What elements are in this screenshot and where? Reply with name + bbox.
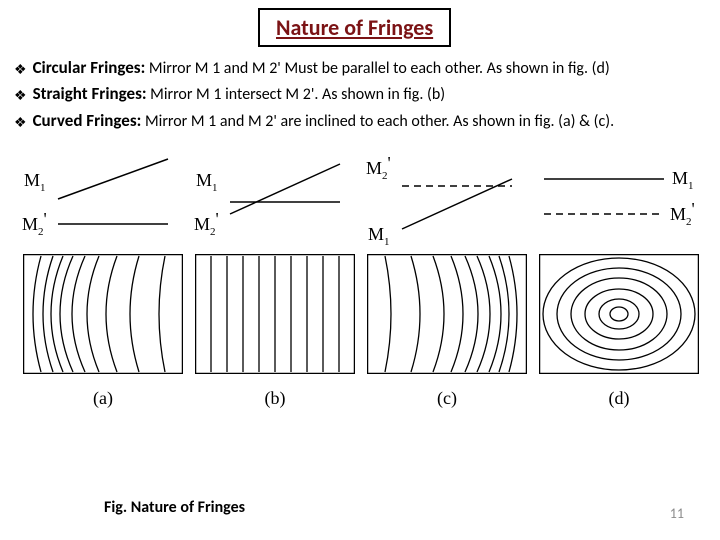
bullet-item: ❖ Curved Fringes: Mirror M 1 and M 2' ar… [14,109,706,133]
bullet-text: Curved Fringes: Mirror M 1 and M 2' are … [33,109,615,133]
panel-a: M1 M2' (a) [18,144,188,409]
bullet-item: ❖ Circular Fringes: Mirror M 1 and M 2' … [14,56,706,80]
mirror-diagram-c: M2' M1 [362,144,532,254]
bullet-label: Straight Fringes: [33,83,147,104]
fringe-pattern-c [367,254,527,374]
bullet-desc: Mirror M 1 and M 2' are inclined to each… [141,112,614,131]
fringe-pattern-a [23,254,183,374]
svg-text:M2': M2' [22,209,47,238]
svg-text:M1: M1 [672,168,694,192]
svg-text:M1: M1 [368,224,390,248]
bullet-label: Circular Fringes: [33,57,146,78]
svg-text:M2': M2' [194,209,219,238]
figure-area: M1 M2' (a) M1 M2' [18,144,702,464]
panel-d: M1 M2' (d) [534,144,704,409]
mirror-diagram-b: M1 M2' [190,144,360,254]
figure-caption: Fig. Nature of Fringes [104,498,245,517]
panel-c: M2' M1 (c) [362,144,532,409]
page-number: 11 [670,505,684,522]
bullet-desc: Mirror M 1 and M 2' Must be parallel to … [145,59,609,78]
panel-caption-b: (b) [190,388,360,409]
fringe-pattern-b [195,254,355,374]
panel-caption-d: (d) [534,388,704,409]
panel-caption-c: (c) [362,388,532,409]
bullet-icon: ❖ [14,60,27,80]
panel-b: M1 M2' (b) [190,144,360,409]
page-title: Nature of Fringes [276,14,433,41]
bullet-label: Curved Fringes: [33,110,142,131]
panel-caption-a: (a) [18,388,188,409]
bullet-text: Straight Fringes: Mirror M 1 intersect M… [33,82,446,106]
bullet-icon: ❖ [14,113,27,133]
bullet-desc: Mirror M 1 intersect M 2'. As shown in f… [147,85,446,104]
bullet-text: Circular Fringes: Mirror M 1 and M 2' Mu… [33,56,610,80]
svg-text:M1: M1 [196,170,218,194]
svg-text:M2': M2' [366,153,391,182]
mirror-diagram-d: M1 M2' [534,144,704,254]
mirror-diagram-a: M1 M2' [18,144,188,254]
bullet-list: ❖ Circular Fringes: Mirror M 1 and M 2' … [14,56,706,135]
fringe-pattern-d [539,254,699,374]
bullet-item: ❖ Straight Fringes: Mirror M 1 intersect… [14,82,706,106]
svg-text:M1: M1 [24,170,46,194]
svg-text:M2': M2' [670,199,695,228]
bullet-icon: ❖ [14,86,27,106]
title-box: Nature of Fringes [258,8,451,47]
